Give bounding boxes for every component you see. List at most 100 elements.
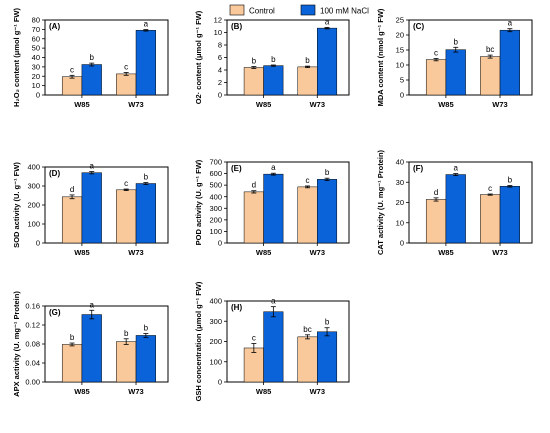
significance-letter: b — [144, 324, 149, 333]
panel-tag: (C) — [413, 22, 424, 31]
y-tick-label: 200 — [209, 337, 222, 346]
significance-letter: b — [325, 318, 330, 327]
significance-letter: b — [70, 333, 75, 342]
y-tick-label: 100 — [27, 220, 40, 229]
chart-panel-7: 0.00 0.04 0.08 0.12 0.16 APX activity (U. mg⁻… — [12, 291, 169, 397]
legend-label-nacl: 100 mM NaCl — [320, 7, 369, 16]
y-tick-label: 2 — [218, 78, 222, 87]
bar-control-W85 — [61, 76, 83, 96]
panel-tag: (F) — [413, 164, 424, 173]
plot-frame — [226, 161, 350, 244]
significance-letter: a — [90, 162, 95, 171]
x-tick-label: W73 — [128, 387, 143, 396]
x-tick-label: W85 — [256, 100, 271, 109]
y-axis-label: SOD activity (U. g⁻¹ FW) — [12, 162, 21, 248]
y-tick-label: 0.16 — [25, 302, 40, 311]
y-tick-label: 70 — [32, 25, 40, 34]
significance-letter: c — [306, 176, 310, 185]
y-tick-label: 30 — [32, 62, 40, 71]
panel-tag: (B) — [231, 22, 242, 31]
y-tick-label: 10 — [32, 81, 40, 90]
y-tick-label: 80 — [32, 16, 40, 25]
y-axis-label: GSH concentration (μmol g⁻¹ FW) — [194, 281, 203, 401]
significance-letter: b — [252, 57, 257, 66]
y-tick-label: 40 — [32, 53, 40, 62]
y-tick-label: 12 — [214, 16, 222, 25]
bar-nacl-W85 — [263, 173, 284, 244]
y-tick-label: 0 — [400, 91, 404, 100]
bar-control-W73 — [116, 341, 137, 383]
significance-letter: b — [454, 37, 459, 46]
significance-letter: d — [252, 181, 256, 190]
y-axis-label: POD activity (U. g⁻¹ FW) — [194, 159, 203, 245]
significance-letter: c — [252, 334, 256, 343]
y-tick-label: 10 — [214, 28, 222, 37]
bar-nacl-W85 — [445, 49, 466, 96]
y-tick-label: 20 — [32, 72, 40, 81]
y-tick-label: 600 — [209, 169, 222, 178]
bar-nacl-W85 — [81, 64, 102, 96]
y-tick-label: 500 — [209, 181, 222, 190]
chart-panel-8: 0 100 200 300 400 GSH concentration (μmol g⁻¹… — [194, 281, 350, 401]
bar-nacl-W73 — [317, 27, 338, 96]
significance-letter: bc — [303, 325, 311, 334]
y-tick-label: 300 — [209, 317, 222, 326]
y-tick-label: 400 — [27, 163, 40, 172]
y-tick-label: 6 — [218, 53, 222, 62]
y-tick-label: 0.12 — [25, 321, 40, 330]
legend-swatch-nacl — [300, 4, 316, 16]
significance-letter: b — [124, 329, 129, 338]
bar-control-W85 — [425, 199, 447, 244]
y-tick-label: 300 — [27, 182, 40, 191]
legend-swatch-control — [229, 4, 245, 16]
x-tick-label: W73 — [310, 387, 325, 396]
bar-nacl-W73 — [499, 29, 520, 96]
panel-tag: (D) — [49, 169, 60, 178]
bar-control-W85 — [243, 347, 264, 383]
chart-panel-4: 0 100 200 300 400 SOD activity (U. g⁻¹ FW) (D)… — [12, 162, 169, 257]
x-tick-label: W85 — [74, 248, 89, 257]
bar-nacl-W85 — [263, 65, 284, 96]
panel-tag: (G) — [49, 308, 61, 317]
bar-nacl-W85 — [81, 172, 102, 244]
significance-letter: a — [325, 17, 330, 26]
bar-control-W73 — [116, 73, 137, 96]
bar-control-W73 — [297, 336, 318, 383]
y-tick-label: 0 — [218, 378, 222, 387]
bar-control-W85 — [243, 67, 264, 96]
y-tick-label: 0.08 — [25, 340, 40, 349]
y-tick-label: 30 — [396, 178, 404, 187]
significance-letter: a — [271, 163, 276, 172]
y-tick-label: 10 — [396, 61, 404, 70]
bar-control-W85 — [61, 196, 83, 244]
y-tick-label: 4 — [218, 66, 222, 75]
y-tick-label: 0 — [400, 239, 404, 248]
x-tick-label: W73 — [492, 248, 507, 257]
chart-panel-3: 0 5 10 15 20 25 MDA content (nmol g⁻¹ FW) (C) W8… — [376, 8, 533, 109]
x-tick-label: W85 — [74, 100, 89, 109]
bar-control-W85 — [243, 191, 264, 244]
x-tick-label: W85 — [438, 248, 453, 257]
y-tick-label: 15 — [396, 46, 404, 55]
y-tick-label: 50 — [32, 44, 40, 53]
y-axis-label: O2· content (μmol g⁻¹ FW) — [194, 10, 203, 104]
y-tick-label: 60 — [32, 34, 40, 43]
significance-letter: d — [70, 185, 74, 194]
significance-letter: b — [325, 168, 330, 177]
significance-letter: a — [454, 164, 459, 173]
x-tick-label: W73 — [492, 100, 507, 109]
significance-letter: c — [124, 179, 128, 188]
bar-nacl-W73 — [135, 183, 156, 244]
x-tick-label: W73 — [128, 100, 143, 109]
bar-nacl-W85 — [445, 174, 466, 244]
bar-nacl-W85 — [81, 314, 102, 383]
significance-letter: a — [271, 297, 276, 306]
y-tick-label: 20 — [396, 198, 404, 207]
significance-letter: b — [305, 56, 310, 65]
y-tick-label: 0 — [218, 239, 222, 248]
significance-letter: c — [124, 63, 128, 72]
y-axis-label: H₂O₂ content (μmol g⁻¹ FW) — [12, 8, 21, 107]
chart-panel-5: 0 100 200 300 400 500 600 700 POD activity (U. g… — [194, 158, 350, 257]
